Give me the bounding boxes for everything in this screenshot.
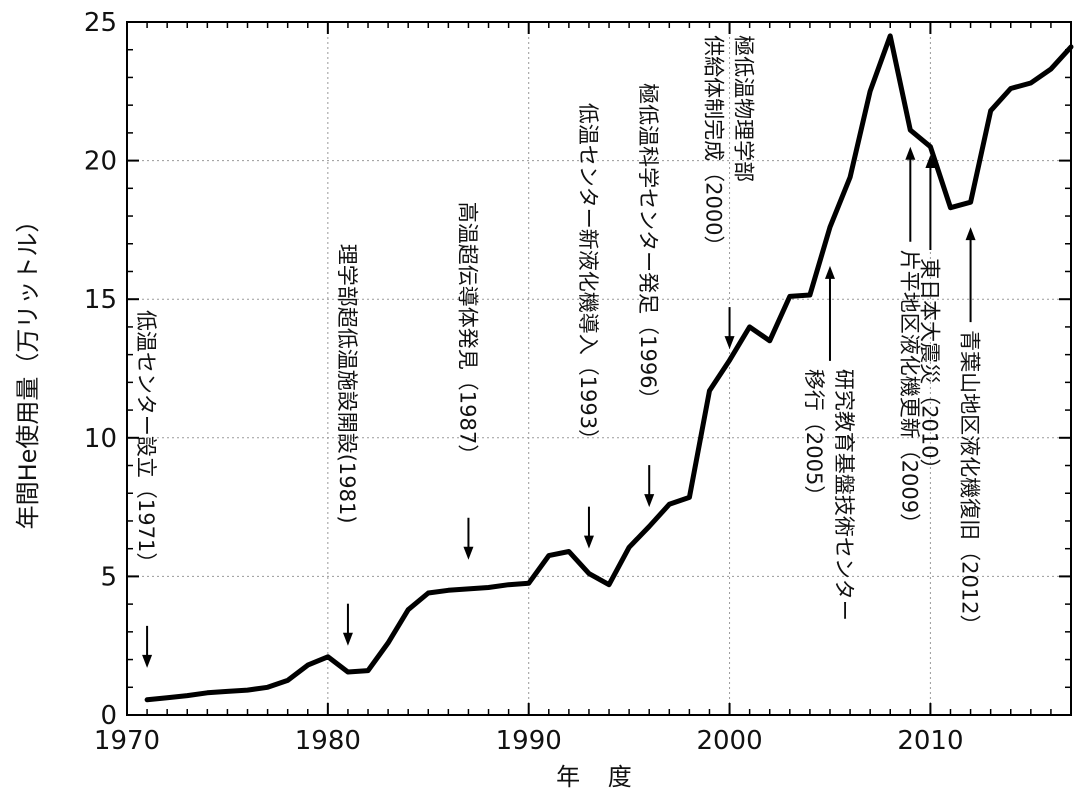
plot-frame xyxy=(126,21,1072,716)
gridlines xyxy=(127,22,1071,715)
annotation-arrowhead xyxy=(965,227,976,241)
tick-labels: 1970 1980 1990 2000 2010 0 5 10 15 20 25 xyxy=(84,8,964,756)
annotation: 青葉山地区液化機復旧（2012） xyxy=(958,227,982,636)
y-tick-label: 25 xyxy=(84,8,117,38)
x-tick-label: 2000 xyxy=(696,726,762,756)
annotation-arrowhead xyxy=(905,146,916,160)
annotation-label: 低温センター設立（1971） xyxy=(134,310,158,573)
annotation-label: 供給体制完成（2000） xyxy=(702,35,726,256)
y-tick-label: 5 xyxy=(100,562,117,592)
annotation-arrowhead xyxy=(644,494,655,508)
annotation-label: 極低温科学センター発足（1996） xyxy=(636,83,660,409)
x-tick-label: 1980 xyxy=(295,726,361,756)
annotation-label: 移行（2005） xyxy=(802,369,826,506)
annotation-label: 低温センター新液化機導入（1993） xyxy=(576,103,600,450)
annotation: 東日本大震災（2010） xyxy=(917,155,941,480)
annotation-label: 青葉山地区液化機復旧（2012） xyxy=(958,330,982,635)
annotation: 高温超伝導体発見（1987） xyxy=(455,202,479,560)
axis-ticks xyxy=(126,21,1072,716)
x-tick-label: 1970 xyxy=(94,726,160,756)
x-tick-label: 2010 xyxy=(897,726,963,756)
annotation-arrowhead xyxy=(925,155,936,169)
x-axis-title: 年 度 xyxy=(556,763,642,791)
y-tick-label: 0 xyxy=(100,701,117,731)
annotation-arrowhead xyxy=(583,535,594,549)
x-tick-label: 1990 xyxy=(496,726,562,756)
annotation-label: 理学部超低温施設開設(1981) xyxy=(335,244,359,524)
annotation-arrowhead xyxy=(824,265,835,279)
annotation-label: 東日本大震災（2010） xyxy=(917,258,941,479)
annotation: 極低温科学センター発足（1996） xyxy=(636,83,660,508)
annotation-arrowhead xyxy=(463,546,474,560)
annotation-arrowhead xyxy=(724,336,735,350)
y-axis-title: 年間He使用量（万リットル） xyxy=(14,209,42,530)
annotation: 低温センター設立（1971） xyxy=(134,310,158,668)
y-tick-label: 15 xyxy=(84,285,117,315)
y-tick-label: 20 xyxy=(84,147,117,177)
annotation-label: 研究教育基盤技術センター xyxy=(832,369,856,621)
annotation-arrowhead xyxy=(142,654,153,668)
annotation-arrowhead xyxy=(342,632,353,646)
annotation-label: 片平地区液化機更新（2009） xyxy=(897,250,921,534)
annotation: 理学部超低温施設開設(1981) xyxy=(335,244,359,646)
y-tick-label: 10 xyxy=(84,424,117,454)
annotation-label: 極低温物理学部 xyxy=(732,35,756,182)
annotation: 片平地区液化機更新（2009） xyxy=(897,146,921,534)
annotation: 低温センター新液化機導入（1993） xyxy=(576,103,600,549)
series-line xyxy=(144,33,1074,703)
annotation-label: 高温超伝導体発見（1987） xyxy=(455,202,479,465)
annotations: 低温センター設立（1971） 理学部超低温施設開設(1981) 高温超伝導体発見（1… xyxy=(134,35,982,668)
